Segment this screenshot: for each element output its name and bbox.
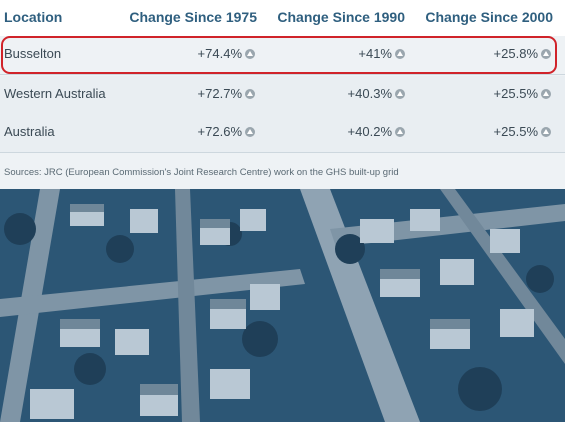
up-arrow-circle-icon bbox=[395, 48, 405, 59]
row-change-1975: +72.6% bbox=[198, 124, 255, 139]
row-change-1975: +72.7% bbox=[198, 86, 255, 101]
up-arrow-circle-icon bbox=[541, 48, 551, 59]
value-text: +72.6% bbox=[197, 124, 242, 139]
row-change-2000: +25.5% bbox=[494, 86, 551, 101]
up-arrow-circle-icon bbox=[245, 48, 255, 59]
row-location: Australia bbox=[4, 124, 55, 139]
table-row-australia: Australia +72.6% +40.2% +25.5% bbox=[0, 114, 565, 153]
header-change-since-1975: Change Since 1975 bbox=[129, 9, 257, 25]
row-location: Busselton bbox=[4, 46, 62, 61]
aerial-illustration bbox=[0, 189, 565, 422]
up-arrow-circle-icon bbox=[541, 126, 551, 137]
value-text: +72.7% bbox=[197, 86, 242, 101]
row-location: Western Australia bbox=[4, 86, 106, 101]
row-change-2000: +25.5% bbox=[494, 124, 551, 139]
value-text: +25.5% bbox=[493, 86, 538, 101]
value-text: +40.3% bbox=[347, 86, 392, 101]
row-change-2000: +25.8% bbox=[494, 46, 551, 61]
up-arrow-circle-icon bbox=[395, 126, 405, 137]
table-row-busselton: Busselton +74.4% +41% +25.8% bbox=[0, 36, 565, 75]
aerial-suburb-photo bbox=[0, 189, 565, 422]
row-change-1990: +41% bbox=[358, 46, 405, 61]
up-arrow-circle-icon bbox=[245, 126, 255, 137]
table-row-western-australia: Western Australia +72.7% +40.3% +25.5% bbox=[0, 76, 565, 115]
up-arrow-circle-icon bbox=[541, 88, 551, 99]
header-change-since-1990: Change Since 1990 bbox=[277, 9, 405, 25]
header-location: Location bbox=[4, 9, 63, 25]
sources-note: Sources: JRC (European Commission's Join… bbox=[4, 167, 399, 178]
up-arrow-circle-icon bbox=[245, 88, 255, 99]
value-text: +25.8% bbox=[493, 46, 538, 61]
header-change-since-2000: Change Since 2000 bbox=[425, 9, 553, 25]
row-change-1990: +40.2% bbox=[348, 124, 405, 139]
table-header: Location Change Since 1975 Change Since … bbox=[0, 0, 565, 36]
row-change-1975: +74.4% bbox=[198, 46, 255, 61]
value-text: +40.2% bbox=[347, 124, 392, 139]
value-text: +74.4% bbox=[197, 46, 242, 61]
up-arrow-circle-icon bbox=[395, 88, 405, 99]
value-text: +25.5% bbox=[493, 124, 538, 139]
value-text: +41% bbox=[358, 46, 392, 61]
row-change-1990: +40.3% bbox=[348, 86, 405, 101]
